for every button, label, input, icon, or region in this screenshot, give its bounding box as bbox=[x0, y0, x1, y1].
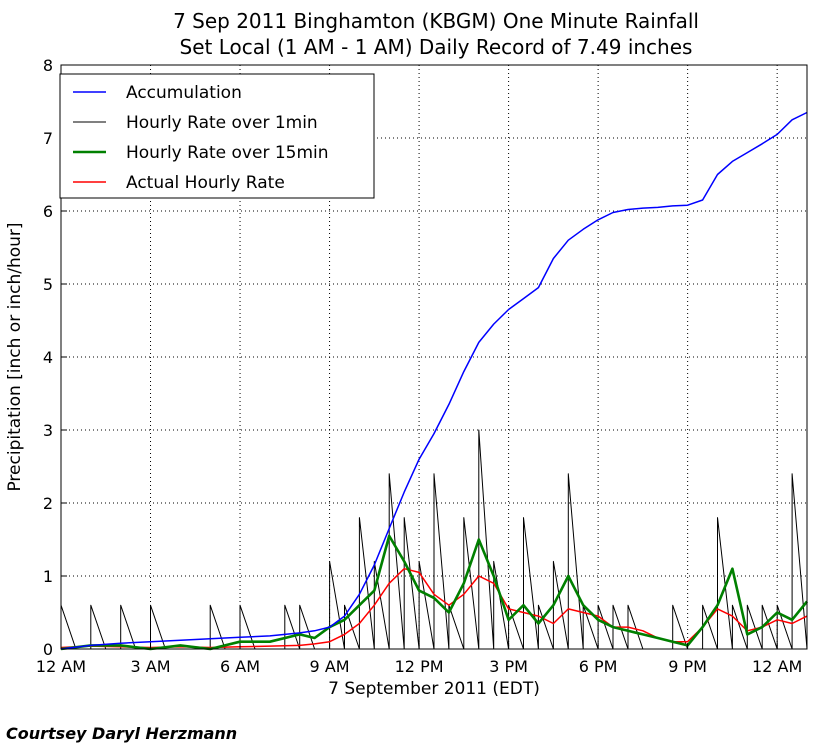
y-tick-label: 0 bbox=[43, 640, 53, 659]
legend-label: Actual Hourly Rate bbox=[126, 173, 285, 193]
legend-label: Accumulation bbox=[126, 83, 242, 103]
legend-label: Hourly Rate over 1min bbox=[126, 113, 318, 133]
y-tick-label: 1 bbox=[43, 567, 53, 586]
x-tick-label: 3 AM bbox=[131, 657, 171, 676]
series-layer bbox=[60, 111, 809, 651]
x-tick-label: 3 PM bbox=[489, 657, 528, 676]
x-tick-label: 12 AM bbox=[36, 657, 86, 676]
x-tick-label: 6 AM bbox=[220, 657, 260, 676]
x-tick-label: 12 AM bbox=[752, 657, 802, 676]
series-line-hourly-rate-over-15min bbox=[60, 534, 809, 651]
x-ticks: 12 AM 3 AM 6 AM 9 AM 12 PM 3 PM 6 PM 9 PM 12 AM bbox=[36, 643, 802, 676]
y-tick-label: 8 bbox=[43, 56, 53, 75]
y-tick-label: 3 bbox=[43, 421, 53, 440]
x-tick-label: 6 PM bbox=[579, 657, 618, 676]
y-tick-label: 5 bbox=[43, 275, 53, 294]
chart-title-line2: Set Local (1 AM - 1 AM) Daily Record of … bbox=[180, 35, 693, 59]
y-tick-label: 4 bbox=[43, 348, 53, 367]
legend: Accumulation Hourly Rate over 1min Hourly … bbox=[59, 73, 375, 199]
legend-box bbox=[59, 73, 375, 199]
x-tick-label: 12 PM bbox=[395, 657, 444, 676]
x-tick-label: 9 PM bbox=[668, 657, 707, 676]
chart-title-line1: 7 Sep 2011 Binghamton (KBGM) One Minute … bbox=[173, 9, 699, 33]
y-tick-label: 6 bbox=[43, 202, 53, 221]
legend-label: Hourly Rate over 15min bbox=[126, 143, 329, 163]
y-axis-label: Precipitation [inch or inch/hour] bbox=[5, 222, 25, 491]
series-line-hourly-rate-over-1min bbox=[60, 429, 808, 650]
y-ticks: 0 1 2 3 4 5 6 7 8 bbox=[43, 56, 67, 659]
y-tick-label: 7 bbox=[43, 129, 53, 148]
x-tick-label: 9 AM bbox=[310, 657, 350, 676]
x-axis-label: 7 September 2011 (EDT) bbox=[328, 679, 540, 699]
credit-text: Courtsey Daryl Herzmann bbox=[6, 724, 238, 743]
series-line-accumulation bbox=[60, 111, 808, 650]
y-tick-label: 2 bbox=[43, 494, 53, 513]
